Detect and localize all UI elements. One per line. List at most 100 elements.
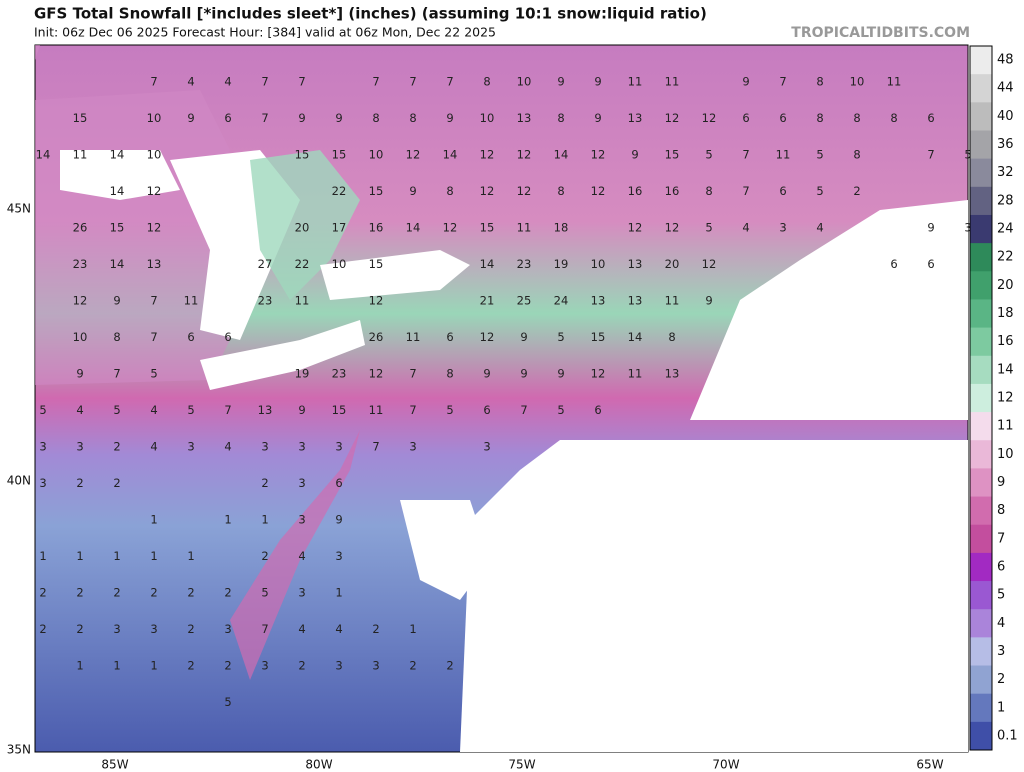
snow-value: 1 bbox=[113, 659, 120, 673]
snow-value: 7 bbox=[298, 75, 305, 89]
colorbar-swatch bbox=[970, 327, 992, 357]
colorbar-swatch bbox=[970, 299, 992, 329]
snow-value: 9 bbox=[557, 75, 564, 89]
snow-value: 11 bbox=[369, 403, 384, 417]
snow-value: 11 bbox=[665, 294, 680, 308]
snow-value: 4 bbox=[816, 221, 823, 235]
snow-value: 2 bbox=[76, 476, 83, 490]
snow-value: 9 bbox=[594, 111, 601, 125]
snow-value: 27 bbox=[258, 257, 273, 271]
snow-value: 2 bbox=[261, 476, 268, 490]
snow-value: 7 bbox=[520, 403, 527, 417]
title: GFS Total Snowfall [*includes sleet*] (i… bbox=[34, 5, 707, 23]
snow-value: 12 bbox=[369, 367, 384, 381]
snow-value: 15 bbox=[73, 111, 88, 125]
snow-value: 16 bbox=[628, 184, 643, 198]
snow-value: 22 bbox=[295, 257, 310, 271]
lat-label: 45N bbox=[7, 202, 31, 216]
snow-value: 3 bbox=[335, 440, 342, 454]
snow-value: 19 bbox=[554, 257, 569, 271]
snow-value: 7 bbox=[742, 184, 749, 198]
snow-value: 3 bbox=[261, 659, 268, 673]
snow-value: 10 bbox=[591, 257, 606, 271]
snow-value: 10 bbox=[73, 330, 88, 344]
snow-value: 6 bbox=[483, 403, 490, 417]
snow-value: 9 bbox=[298, 403, 305, 417]
snow-value: 7 bbox=[372, 75, 379, 89]
snow-value: 9 bbox=[557, 367, 564, 381]
colorbar-label: 48 bbox=[997, 53, 1014, 68]
snow-value: 9 bbox=[409, 184, 416, 198]
snow-value: 2 bbox=[372, 622, 379, 636]
snow-value: 15 bbox=[332, 148, 347, 162]
snow-value: 19 bbox=[295, 367, 310, 381]
snow-value: 9 bbox=[446, 111, 453, 125]
snow-value: 12 bbox=[443, 221, 458, 235]
snow-value: 6 bbox=[927, 111, 934, 125]
michigan-region bbox=[35, 45, 230, 385]
snow-value: 7 bbox=[261, 622, 268, 636]
snow-value: 3 bbox=[964, 221, 971, 235]
snow-value: 3 bbox=[150, 622, 157, 636]
snow-value: 21 bbox=[480, 294, 495, 308]
snow-value: 10 bbox=[480, 111, 495, 125]
snow-value: 2 bbox=[187, 659, 194, 673]
colorbar-swatch bbox=[970, 721, 992, 751]
snow-value: 5 bbox=[816, 184, 823, 198]
colorbar-swatch bbox=[970, 440, 992, 469]
snow-value: 12 bbox=[73, 294, 88, 308]
snow-value: 1 bbox=[409, 622, 416, 636]
snow-value: 3 bbox=[298, 586, 305, 600]
snow-value: 5 bbox=[261, 586, 268, 600]
snow-value: 2 bbox=[113, 586, 120, 600]
snow-value: 7 bbox=[261, 75, 268, 89]
snow-value: 6 bbox=[779, 111, 786, 125]
snow-value: 11 bbox=[887, 75, 902, 89]
colorbar-label: 28 bbox=[997, 193, 1014, 208]
snow-value: 12 bbox=[591, 367, 606, 381]
snow-value: 1 bbox=[39, 549, 46, 563]
lake-ontario bbox=[320, 250, 470, 300]
colorbar-label: 2 bbox=[997, 672, 1005, 687]
colorbar-swatch bbox=[970, 243, 992, 272]
ocean bbox=[460, 440, 968, 752]
snow-value: 5 bbox=[150, 367, 157, 381]
snow-value: 8 bbox=[557, 111, 564, 125]
snow-value: 3 bbox=[39, 476, 46, 490]
snow-value: 5 bbox=[224, 695, 231, 709]
snow-value: 12 bbox=[147, 184, 162, 198]
lon-label: 85W bbox=[101, 758, 128, 772]
snow-value: 9 bbox=[298, 111, 305, 125]
subtitle: Init: 06z Dec 06 2025 Forecast Hour: [38… bbox=[34, 25, 496, 40]
appalachian-band bbox=[230, 430, 360, 680]
colorbar-swatch bbox=[970, 186, 992, 216]
colorbar-swatch bbox=[970, 665, 992, 695]
snow-value: 6 bbox=[187, 330, 194, 344]
snow-value: 3 bbox=[187, 440, 194, 454]
snow-value: 3 bbox=[261, 440, 268, 454]
snow-value: 15 bbox=[332, 403, 347, 417]
snow-value: 5 bbox=[705, 148, 712, 162]
snow-value: 11 bbox=[628, 367, 643, 381]
snow-value: 1 bbox=[224, 513, 231, 527]
snow-value: 15 bbox=[295, 148, 310, 162]
snow-value: 6 bbox=[446, 330, 453, 344]
snow-value: 13 bbox=[628, 257, 643, 271]
snow-value: 20 bbox=[665, 257, 680, 271]
snow-value: 3 bbox=[298, 440, 305, 454]
snow-value: 7 bbox=[150, 75, 157, 89]
map bbox=[34, 44, 969, 753]
snow-value: 1 bbox=[150, 513, 157, 527]
credit: TROPICALTIDBITS.COM bbox=[791, 25, 970, 41]
snow-value: 12 bbox=[702, 257, 717, 271]
snow-value: 8 bbox=[668, 330, 675, 344]
snow-value: 8 bbox=[853, 148, 860, 162]
colorbar-label: 40 bbox=[997, 109, 1014, 124]
lake-erie bbox=[200, 320, 365, 390]
colorbar-label: 44 bbox=[997, 81, 1014, 96]
snow-value: 9 bbox=[335, 111, 342, 125]
snow-value: 3 bbox=[224, 622, 231, 636]
snow-value: 8 bbox=[409, 111, 416, 125]
